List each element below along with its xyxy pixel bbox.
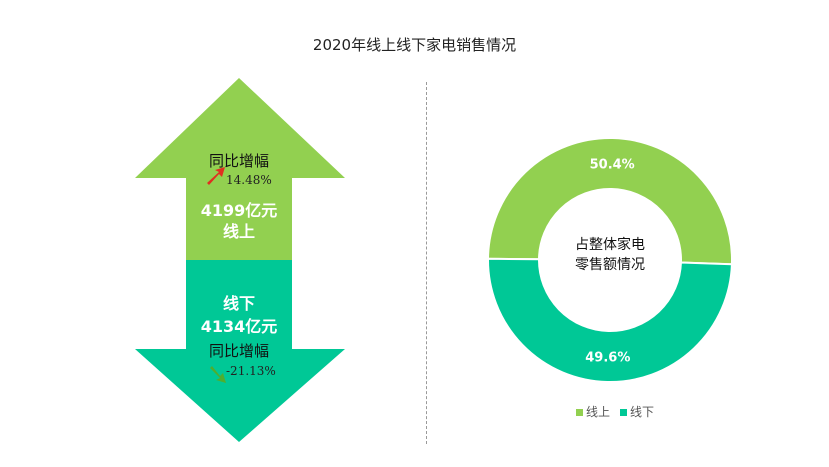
online-yoy-value: 14.48% — [226, 173, 272, 187]
legend-swatch-offline — [620, 409, 628, 416]
donut-center-line2: 零售额情况 — [575, 257, 645, 273]
legend-swatch-online — [576, 409, 583, 416]
donut-chart: 50.4% 49.6% — [486, 137, 733, 383]
donut-slice-offline — [487, 257, 733, 383]
offline-yoy-label: 同比增幅 — [208, 342, 269, 360]
offline-amount: 4134亿元 — [200, 317, 278, 336]
donut-label-online: 50.4% — [590, 158, 635, 173]
offline-arrow — [135, 260, 345, 442]
donut-slice-online — [486, 137, 733, 266]
up-trend-icon — [207, 167, 225, 185]
offline-yoy-value: -21.13% — [226, 364, 276, 378]
online-arrow — [135, 78, 345, 260]
legend-item-offline: 线下 — [620, 403, 654, 420]
online-channel-label: 线上 — [222, 222, 255, 241]
legend-item-online: 线上 — [576, 403, 610, 420]
online-amount: 4199亿元 — [200, 201, 278, 220]
online-yoy-label: 同比增幅 — [208, 152, 269, 170]
chart-title: 2020年线上线下家电销售情况 — [312, 36, 517, 54]
offline-channel-label: 线下 — [222, 294, 255, 313]
down-trend-icon — [210, 366, 226, 383]
legend-label-online: 线上 — [586, 405, 611, 419]
donut-center-label: 占整体家电 零售额情况 — [555, 235, 665, 275]
legend-label-offline: 线下 — [630, 405, 655, 419]
dashed-divider — [426, 82, 427, 444]
legend: 线上 线下 — [576, 403, 654, 420]
donut-label-offline: 49.6% — [585, 350, 630, 365]
donut-center-line1: 占整体家电 — [575, 237, 645, 253]
